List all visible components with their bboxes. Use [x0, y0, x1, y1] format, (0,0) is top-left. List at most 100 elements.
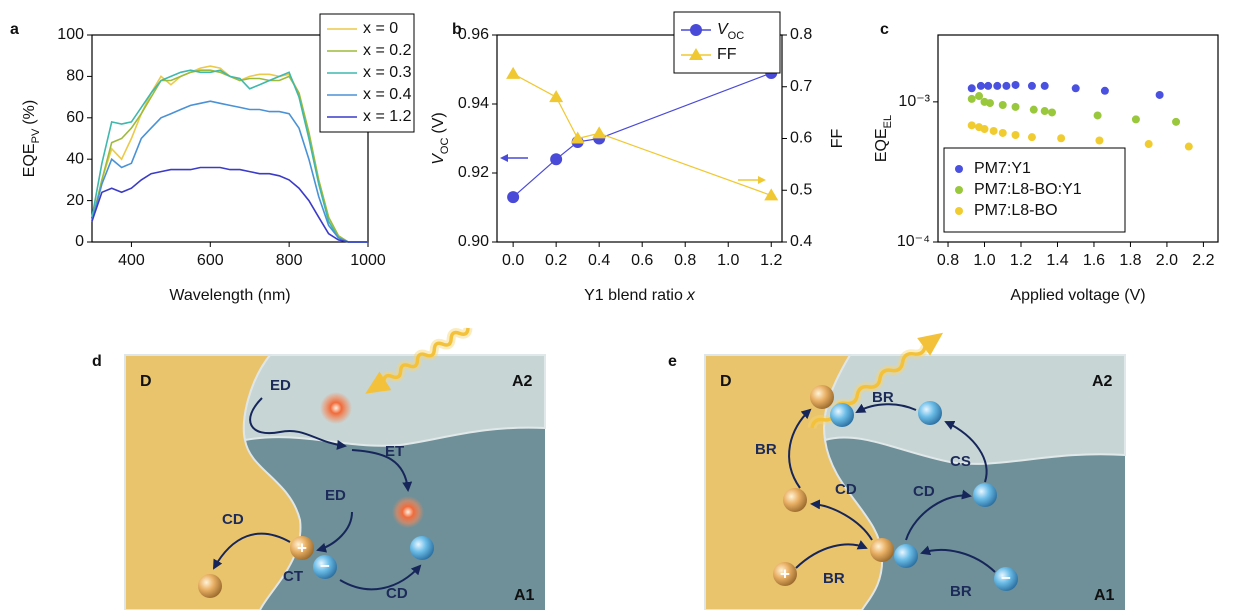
x-tick-label: 1.0 [717, 252, 739, 269]
label-part: OC [439, 138, 451, 155]
process-label: BR [872, 389, 894, 406]
x-tick-label: 0.2 [545, 252, 567, 269]
x-axis-label: Applied voltage (V) [1010, 287, 1145, 304]
y-axis-label: EQEPV (%) [21, 100, 42, 177]
label-part: PM7:L8-BO [974, 202, 1058, 219]
panel-letter: e [668, 353, 677, 370]
legend-marker [955, 186, 963, 194]
label-part: EL [882, 115, 894, 128]
label-part: x = 0.4 [363, 86, 412, 103]
y-tick-label: 0 [75, 233, 84, 250]
x-tick-label: 0.8 [674, 252, 696, 269]
arrow [316, 511, 353, 553]
data-point [998, 100, 1007, 109]
process-label: BR [823, 570, 845, 587]
arrow [795, 540, 868, 569]
label-part: (%) [21, 100, 38, 125]
arrow [213, 532, 291, 570]
data-point [570, 131, 585, 144]
data-point [993, 81, 1002, 90]
region-label: A1 [514, 587, 535, 604]
electron [973, 483, 997, 507]
data-point [1184, 142, 1193, 151]
arrow [351, 449, 413, 492]
legend-label: VOC [717, 21, 744, 42]
data-point [764, 188, 779, 201]
data-point [976, 81, 985, 90]
hole [810, 385, 834, 409]
arrow [339, 564, 422, 591]
data-point [1040, 81, 1049, 90]
label-part: V [717, 21, 729, 38]
panel-letter: d [92, 353, 102, 370]
y-tick-label: 80 [66, 68, 84, 85]
data-point [592, 126, 607, 139]
x-tick-label: 1.2 [1010, 252, 1032, 269]
diagram-e: e + − D A2 A1 BR BR CS CD CD BR BR [668, 332, 1126, 610]
label-part: EQE [21, 143, 38, 177]
data-point [1095, 136, 1104, 145]
label-part: PV [30, 128, 42, 143]
process-label: ED [325, 487, 346, 504]
charge: + [297, 538, 307, 557]
series-line [91, 166, 368, 243]
legend-box [943, 147, 1126, 233]
electron [894, 544, 918, 568]
electron [830, 403, 854, 427]
legend-label: x = 1.2 [363, 108, 412, 125]
label-part: Applied voltage (V) [1010, 287, 1145, 304]
data-point [1027, 81, 1036, 90]
x-axis-label: Wavelength (nm) [169, 287, 290, 304]
process-label: CD [835, 481, 857, 498]
legend-label: x = 0.3 [363, 64, 412, 81]
charge: − [1001, 568, 1011, 587]
process-label: CS [950, 453, 971, 470]
label-part: V [430, 153, 447, 165]
x-tick-label: 1.0 [973, 252, 995, 269]
exciton [320, 392, 352, 424]
label-part: x = 0.2 [363, 42, 412, 59]
axis-pointers [500, 154, 766, 184]
process-label: CD [386, 585, 408, 602]
series-line [512, 73, 772, 196]
process-label: ET [385, 443, 404, 460]
data-point [506, 66, 521, 79]
label-part: FF [717, 46, 737, 63]
legend-box [673, 11, 781, 74]
arrow [810, 499, 873, 541]
arrow [920, 545, 996, 573]
label-part: x [686, 287, 696, 304]
label-part: Wavelength (nm) [169, 287, 290, 304]
data-point [1048, 108, 1057, 117]
x-tick-label: 400 [118, 252, 145, 269]
x-tick-label: 1.6 [1083, 252, 1105, 269]
electron [313, 555, 337, 579]
light-arrow [365, 327, 473, 394]
hole [290, 536, 314, 560]
legend-marker [955, 165, 963, 173]
data-point [967, 94, 976, 103]
label-part: x = 1.2 [363, 108, 412, 125]
data-point [975, 92, 984, 101]
data-point [967, 84, 976, 93]
label-part: EQE [873, 128, 890, 162]
data-point [984, 81, 993, 90]
data-point [1131, 115, 1140, 124]
series-line [91, 69, 368, 243]
legend-marker [690, 24, 702, 36]
y-tick-label: 40 [66, 150, 84, 167]
data-point [989, 126, 998, 135]
data-point [1093, 111, 1102, 120]
label-part: x = 0 [363, 20, 398, 37]
x-tick-label: 1.4 [1046, 252, 1068, 269]
x-tick-label: 1.2 [760, 252, 782, 269]
data-point [967, 121, 976, 130]
electron [994, 567, 1018, 591]
plot-frame [91, 34, 369, 243]
y-tick-label: 0.92 [458, 164, 489, 181]
hole [870, 538, 894, 562]
data-point [549, 90, 564, 103]
data-point [1057, 134, 1066, 143]
process-label: CT [283, 568, 303, 585]
arrow [905, 489, 972, 541]
